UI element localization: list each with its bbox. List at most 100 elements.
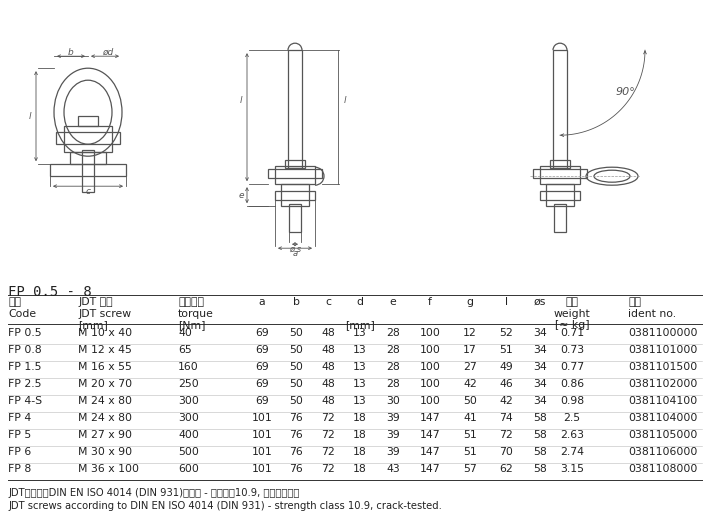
Text: 34: 34 bbox=[533, 396, 547, 406]
Text: 28: 28 bbox=[386, 345, 400, 355]
Text: g: g bbox=[466, 297, 474, 307]
Text: 46: 46 bbox=[499, 379, 513, 389]
Bar bbox=[550, 160, 570, 168]
Text: FP 6: FP 6 bbox=[8, 447, 31, 457]
Text: 90°: 90° bbox=[615, 87, 635, 97]
Text: 拧紧力矩: 拧紧力矩 bbox=[178, 297, 204, 307]
Text: 100: 100 bbox=[420, 328, 440, 338]
Text: 0381100000: 0381100000 bbox=[628, 328, 697, 338]
Text: 51: 51 bbox=[499, 345, 513, 355]
Text: 72: 72 bbox=[321, 413, 335, 423]
Bar bbox=[78, 116, 98, 126]
Text: 50: 50 bbox=[289, 328, 303, 338]
Text: e: e bbox=[390, 297, 396, 307]
Bar bbox=[64, 126, 112, 152]
Text: 28: 28 bbox=[386, 362, 400, 372]
Text: 100: 100 bbox=[420, 379, 440, 389]
Text: 0381104000: 0381104000 bbox=[628, 413, 697, 423]
Text: 48: 48 bbox=[321, 362, 335, 372]
Text: 42: 42 bbox=[463, 379, 477, 389]
Text: M 10 x 40: M 10 x 40 bbox=[78, 328, 132, 338]
Text: 48: 48 bbox=[321, 328, 335, 338]
Text: 101: 101 bbox=[251, 447, 273, 457]
Text: 58: 58 bbox=[533, 464, 547, 474]
Text: 2.63: 2.63 bbox=[560, 430, 584, 440]
Text: [Nm]: [Nm] bbox=[178, 320, 205, 330]
Text: d: d bbox=[356, 297, 364, 307]
Text: 34: 34 bbox=[533, 362, 547, 372]
Bar bbox=[268, 169, 322, 178]
Text: FP 5: FP 5 bbox=[8, 430, 31, 440]
Text: l: l bbox=[505, 297, 508, 307]
Text: b: b bbox=[293, 297, 300, 307]
Bar bbox=[540, 191, 580, 200]
Text: 50: 50 bbox=[289, 362, 303, 372]
Text: 600: 600 bbox=[178, 464, 199, 474]
Text: 72: 72 bbox=[321, 430, 335, 440]
Text: l: l bbox=[344, 96, 346, 105]
Text: 400: 400 bbox=[178, 430, 199, 440]
Text: 28: 28 bbox=[386, 379, 400, 389]
Text: FP 0.5: FP 0.5 bbox=[8, 328, 42, 338]
Text: 型号: 型号 bbox=[8, 297, 21, 307]
Text: 18: 18 bbox=[353, 430, 367, 440]
Bar bbox=[540, 166, 580, 184]
Bar bbox=[56, 132, 120, 144]
Text: 34: 34 bbox=[533, 379, 547, 389]
Text: 76: 76 bbox=[289, 413, 303, 423]
Text: 101: 101 bbox=[251, 464, 273, 474]
Text: 0.98: 0.98 bbox=[560, 396, 584, 406]
Text: M 16 x 55: M 16 x 55 bbox=[78, 362, 132, 372]
Text: 50: 50 bbox=[289, 379, 303, 389]
Text: 0381108000: 0381108000 bbox=[628, 464, 697, 474]
Text: 28: 28 bbox=[386, 328, 400, 338]
Bar bbox=[70, 152, 106, 164]
Text: 43: 43 bbox=[386, 464, 400, 474]
Text: 39: 39 bbox=[386, 430, 400, 440]
Text: 0.77: 0.77 bbox=[560, 362, 584, 372]
Text: 74: 74 bbox=[499, 413, 513, 423]
Text: 2.74: 2.74 bbox=[560, 447, 584, 457]
Text: weight: weight bbox=[554, 309, 591, 319]
Text: FP 0.8: FP 0.8 bbox=[8, 345, 42, 355]
Text: 50: 50 bbox=[289, 345, 303, 355]
Text: 147: 147 bbox=[420, 430, 440, 440]
Text: 0381101000: 0381101000 bbox=[628, 345, 697, 355]
Text: e: e bbox=[239, 191, 244, 200]
Text: 65: 65 bbox=[178, 345, 192, 355]
Bar bbox=[50, 164, 126, 176]
Text: FP 2.5: FP 2.5 bbox=[8, 379, 41, 389]
Bar bbox=[275, 166, 315, 184]
Text: 300: 300 bbox=[178, 413, 199, 423]
Text: JDT螺栓符合DIN EN ISO 4014 (DIN 931)的标准 - 强度等级10.9, 经裂纹测试。: JDT螺栓符合DIN EN ISO 4014 (DIN 931)的标准 - 强度… bbox=[8, 488, 300, 498]
Text: 34: 34 bbox=[533, 328, 547, 338]
Text: JDT screws according to DIN EN ISO 4014 (DIN 931) - strength class 10.9, crack-t: JDT screws according to DIN EN ISO 4014 … bbox=[8, 501, 442, 511]
Text: 0381102000: 0381102000 bbox=[628, 379, 697, 389]
Text: [mm]: [mm] bbox=[78, 320, 108, 330]
Text: 51: 51 bbox=[463, 447, 477, 457]
Text: 147: 147 bbox=[420, 447, 440, 457]
Bar bbox=[553, 50, 567, 168]
Text: 101: 101 bbox=[251, 430, 273, 440]
Text: 13: 13 bbox=[353, 328, 367, 338]
Text: 0381105000: 0381105000 bbox=[628, 430, 697, 440]
Text: FP 8: FP 8 bbox=[8, 464, 31, 474]
Text: M 24 x 80: M 24 x 80 bbox=[78, 396, 132, 406]
Bar bbox=[554, 204, 566, 232]
Text: FP 1.5: FP 1.5 bbox=[8, 362, 41, 372]
Text: 48: 48 bbox=[321, 345, 335, 355]
Bar bbox=[281, 184, 309, 206]
Text: 52: 52 bbox=[499, 328, 513, 338]
Text: 42: 42 bbox=[499, 396, 513, 406]
Text: 13: 13 bbox=[353, 396, 367, 406]
Text: 48: 48 bbox=[321, 379, 335, 389]
Text: torque: torque bbox=[178, 309, 214, 319]
Text: JDT 螺栓: JDT 螺栓 bbox=[78, 297, 113, 307]
Text: 70: 70 bbox=[499, 447, 513, 457]
Text: 39: 39 bbox=[386, 413, 400, 423]
Text: 69: 69 bbox=[255, 379, 269, 389]
Text: 40: 40 bbox=[178, 328, 192, 338]
Text: 34: 34 bbox=[533, 345, 547, 355]
Text: 50: 50 bbox=[289, 396, 303, 406]
Text: øs: øs bbox=[534, 297, 546, 307]
